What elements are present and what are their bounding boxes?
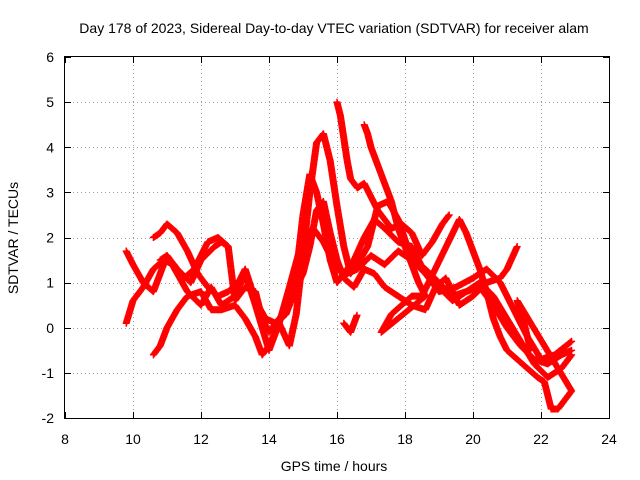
y-tick-label: 3 (46, 184, 54, 200)
series-track-5 (156, 98, 453, 287)
x-tick-label: 18 (397, 431, 413, 447)
x-tick-label: 20 (465, 431, 481, 447)
plot-frame (64, 56, 610, 419)
series-track-6 (340, 121, 576, 413)
axis-ticks (65, 57, 610, 419)
data-point-marker (568, 337, 576, 345)
data-points (122, 98, 576, 413)
chart-title: Day 178 of 2023, Sidereal Day-to-day VTE… (79, 20, 588, 36)
data-point-marker (223, 242, 231, 250)
y-tick-label: 0 (46, 320, 54, 336)
y-tick-labels: -2 -1 0 1 2 3 4 5 6 (42, 49, 55, 426)
y-tick-label: 5 (46, 94, 54, 110)
y-tick-label: -1 (42, 365, 55, 381)
x-axis-label: GPS time / hours (281, 458, 388, 474)
data-point-marker (513, 243, 521, 251)
x-tick-label: 24 (601, 431, 617, 447)
y-tick-label: 1 (46, 275, 54, 291)
data-point-marker (527, 346, 535, 354)
series-track-4 (149, 197, 521, 327)
data-point-marker (568, 351, 576, 359)
y-tick-label: 6 (46, 49, 54, 65)
x-tick-label: 10 (125, 431, 141, 447)
x-tick-label: 16 (329, 431, 345, 447)
y-tick-label: 4 (46, 139, 54, 155)
x-tick-label: 8 (61, 431, 69, 447)
x-tick-label: 12 (193, 431, 209, 447)
y-tick-label: -2 (42, 410, 55, 426)
x-tick-label: 14 (261, 431, 277, 447)
data-point-marker (353, 311, 361, 319)
x-tick-labels: 8 10 12 14 16 18 20 22 24 (61, 431, 617, 447)
y-tick-label: 2 (46, 230, 54, 246)
y-axis-label: SDTVAR / TECUs (5, 182, 21, 294)
data-point-marker (445, 211, 453, 219)
x-tick-label: 22 (533, 431, 549, 447)
data-point-marker (567, 338, 575, 346)
